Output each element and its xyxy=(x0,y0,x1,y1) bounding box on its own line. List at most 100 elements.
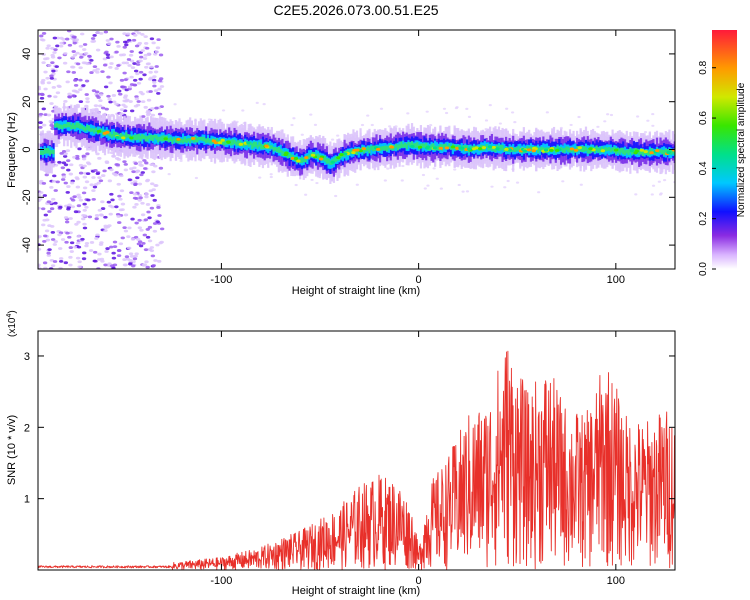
heatmap-cell xyxy=(81,84,86,87)
heatmap-cell xyxy=(197,137,201,145)
heatmap-cell xyxy=(49,185,54,189)
heatmap-cell xyxy=(400,141,403,148)
heatmap-cell xyxy=(141,241,146,245)
heatmap-cell xyxy=(304,193,308,196)
heatmap-cell xyxy=(609,148,612,153)
heatmap-cell xyxy=(93,128,96,134)
heatmap-cell xyxy=(622,148,625,155)
heatmap-cell xyxy=(78,44,84,48)
heatmap-cell xyxy=(330,138,335,141)
heatmap-cell xyxy=(606,113,610,116)
heatmap-cell xyxy=(127,85,133,89)
heatmap-cell xyxy=(140,100,146,104)
heatmap-cell xyxy=(123,94,129,98)
heatmap-cell xyxy=(44,229,50,233)
heatmap-cell xyxy=(465,190,470,193)
heatmap-cell xyxy=(72,53,78,57)
heatmap-cell xyxy=(73,89,78,93)
heatmap-cell xyxy=(72,41,77,45)
heatmap-cell xyxy=(133,182,138,186)
heatmap-cell xyxy=(108,81,113,85)
heatmap-cell xyxy=(128,134,131,138)
heatmap-cell xyxy=(279,149,282,153)
heatmap-cell xyxy=(119,132,123,139)
heatmap-cell xyxy=(251,143,254,149)
heatmap-cell xyxy=(57,56,62,60)
heatmap-cell xyxy=(53,95,58,99)
heatmap-cell xyxy=(138,70,144,74)
heatmap-cell xyxy=(450,145,456,149)
heatmap-cell xyxy=(663,179,667,182)
heatmap-cell xyxy=(55,44,60,48)
heatmap-cell xyxy=(39,96,45,100)
heatmap-cell xyxy=(457,183,461,187)
heatmap-cell xyxy=(51,197,56,201)
heatmap-cell xyxy=(51,85,57,89)
heatmap-cell xyxy=(139,135,142,142)
heatmap-cell xyxy=(439,144,442,149)
heatmap-cell xyxy=(487,145,493,149)
snr-x-tick-label: -100 xyxy=(210,575,232,587)
heatmap-cell xyxy=(125,98,130,102)
heatmap-cell xyxy=(39,179,44,183)
heatmap-cell xyxy=(189,138,192,144)
heatmap-cell xyxy=(345,149,348,161)
heatmap-cell xyxy=(47,148,50,154)
heatmap-cell xyxy=(106,94,111,98)
heatmap-cell xyxy=(127,64,132,67)
heatmap-cell xyxy=(425,110,429,113)
heatmap-cell xyxy=(102,57,108,61)
heatmap-cell xyxy=(82,208,87,212)
heatmap-cell xyxy=(307,154,311,159)
heatmap-cell xyxy=(600,146,604,151)
heatmap-cell xyxy=(99,257,105,261)
heatmap-cell xyxy=(138,160,143,164)
heatmap-cell xyxy=(254,141,257,147)
heatmap-cell xyxy=(97,176,102,180)
heatmap-cell xyxy=(134,95,139,99)
heatmap-cell xyxy=(313,123,318,126)
heatmap-cell xyxy=(410,144,415,148)
spectrogram-y-tick-label: -20 xyxy=(21,189,33,205)
heatmap-cell xyxy=(100,200,105,204)
heatmap-cell xyxy=(143,105,148,109)
heatmap-cell xyxy=(63,163,69,167)
heatmap-cell xyxy=(154,50,160,54)
heatmap-cell xyxy=(650,193,654,196)
heatmap-cell xyxy=(510,111,515,114)
heatmap-cell xyxy=(358,149,363,153)
heatmap-cell xyxy=(84,79,90,83)
heatmap-cell xyxy=(171,138,174,144)
colorbar-tick-label: 0.4 xyxy=(698,161,709,175)
heatmap-cell xyxy=(58,266,63,269)
heatmap-cell xyxy=(45,57,50,60)
heatmap-cell xyxy=(435,177,439,180)
heatmap-cell xyxy=(623,150,627,155)
heatmap-cell xyxy=(109,168,114,172)
heatmap-cell xyxy=(53,240,58,243)
heatmap-cell xyxy=(96,96,101,99)
snr-y-tick-label: 2 xyxy=(24,422,30,434)
heatmap-cell xyxy=(146,136,149,142)
heatmap-cell xyxy=(540,146,543,152)
heatmap-cell xyxy=(95,48,101,52)
heatmap-cell xyxy=(41,207,46,211)
heatmap-cell xyxy=(128,53,134,57)
heatmap-cell xyxy=(383,179,387,182)
heatmap-cell xyxy=(627,149,630,156)
heatmap-cell xyxy=(150,113,156,117)
heatmap-cell xyxy=(157,87,162,91)
heatmap-cell xyxy=(92,65,98,69)
heatmap-cell xyxy=(673,149,675,156)
heatmap-cell xyxy=(98,99,103,103)
heatmap-cell xyxy=(260,143,263,150)
heatmap-cell xyxy=(38,247,42,251)
heatmap-cell xyxy=(577,115,581,119)
heatmap-cell xyxy=(268,145,272,150)
spectrogram-x-label: Height of straight line (km) xyxy=(292,285,420,297)
heatmap-cell xyxy=(137,218,142,222)
heatmap-cell xyxy=(274,147,277,151)
heatmap-cell xyxy=(169,137,172,141)
heatmap-cell xyxy=(126,32,131,36)
